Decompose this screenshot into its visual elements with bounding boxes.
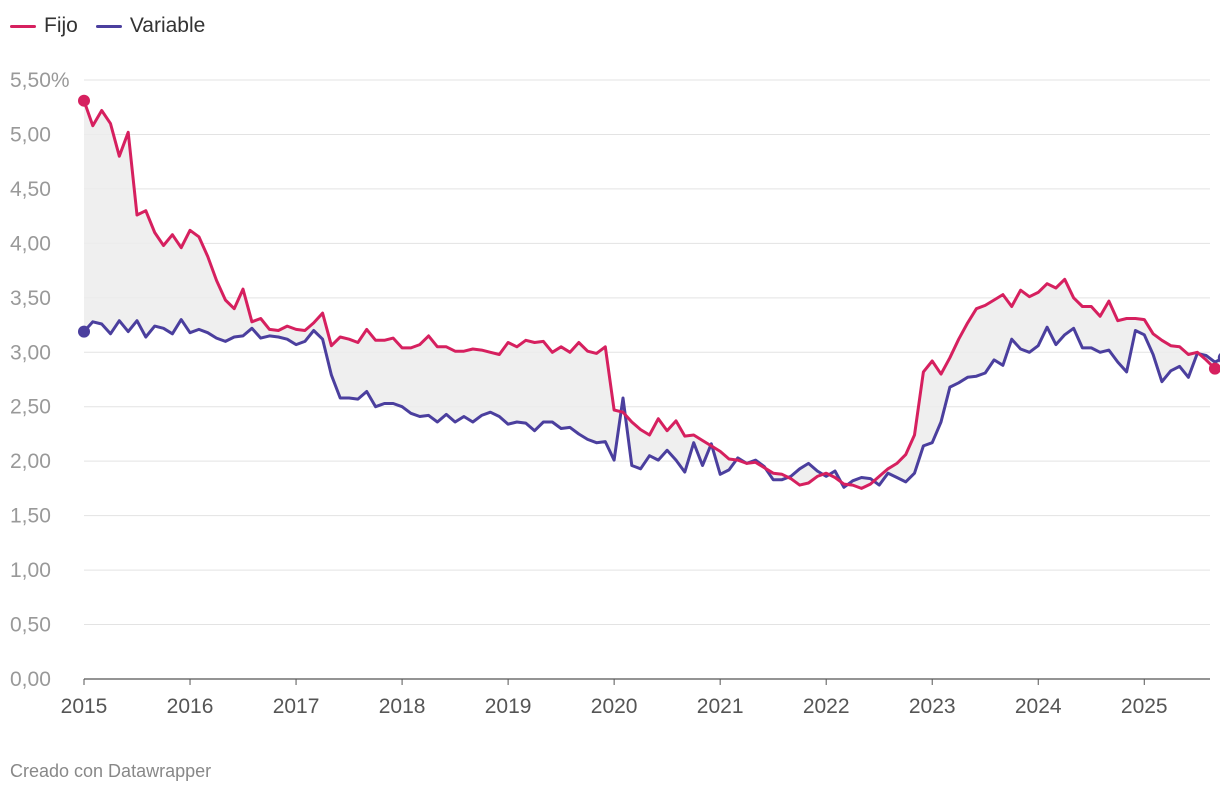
x-tick-label-2015: 2015 — [61, 695, 108, 718]
x-tick-label-2016: 2016 — [167, 695, 214, 718]
x-tick-label-2022: 2022 — [803, 695, 850, 718]
series-line-fijo — [82, 99, 1217, 490]
end-marker-fijo — [1208, 362, 1220, 375]
y-tick-label-10: 5,00 — [10, 123, 51, 146]
y-tick-label-1: 0,50 — [10, 614, 51, 637]
legend-item-fijo[interactable]: Fijo — [10, 14, 78, 38]
legend-label-fijo: Fijo — [44, 14, 78, 37]
y-tick-label-11: 5,50% — [10, 69, 70, 92]
legend-label-variable: Variable — [129, 14, 206, 37]
y-tick-label-3: 1,50 — [10, 505, 51, 528]
legend-item-variable[interactable]: Variable — [95, 14, 206, 38]
x-tick-label-2023: 2023 — [909, 695, 956, 718]
y-tick-label-0: 0,00 — [10, 668, 51, 691]
legend-swatch-fijo — [10, 24, 36, 28]
y-tick-label-9: 4,50 — [10, 178, 51, 201]
start-marker-fijo — [78, 94, 90, 107]
x-tick-label-2024: 2024 — [1015, 695, 1062, 718]
x-tick-label-2017: 2017 — [273, 695, 320, 718]
legend-swatch-variable — [95, 24, 122, 28]
end-marker-variable — [1217, 353, 1220, 363]
y-tick-label-5: 2,50 — [10, 396, 51, 419]
y-tick-label-7: 3,50 — [10, 287, 51, 310]
x-tick-label-2021: 2021 — [697, 695, 744, 718]
credit-text: Creado con Datawrapper — [10, 761, 212, 781]
y-tick-label-4: 2,00 — [10, 450, 51, 473]
legend: Fijo Variable — [10, 14, 205, 38]
y-tick-label-2: 1,00 — [10, 559, 51, 582]
x-tick-label-2025: 2025 — [1121, 695, 1168, 718]
y-tick-label-6: 3,00 — [10, 341, 51, 364]
x-tick-label-2019: 2019 — [485, 695, 532, 718]
y-tick-label-8: 4,00 — [10, 232, 51, 255]
x-tick-label-2020: 2020 — [591, 695, 638, 718]
start-marker-variable — [78, 325, 90, 338]
series-line-variable — [82, 318, 1220, 489]
x-tick-label-2018: 2018 — [379, 695, 426, 718]
